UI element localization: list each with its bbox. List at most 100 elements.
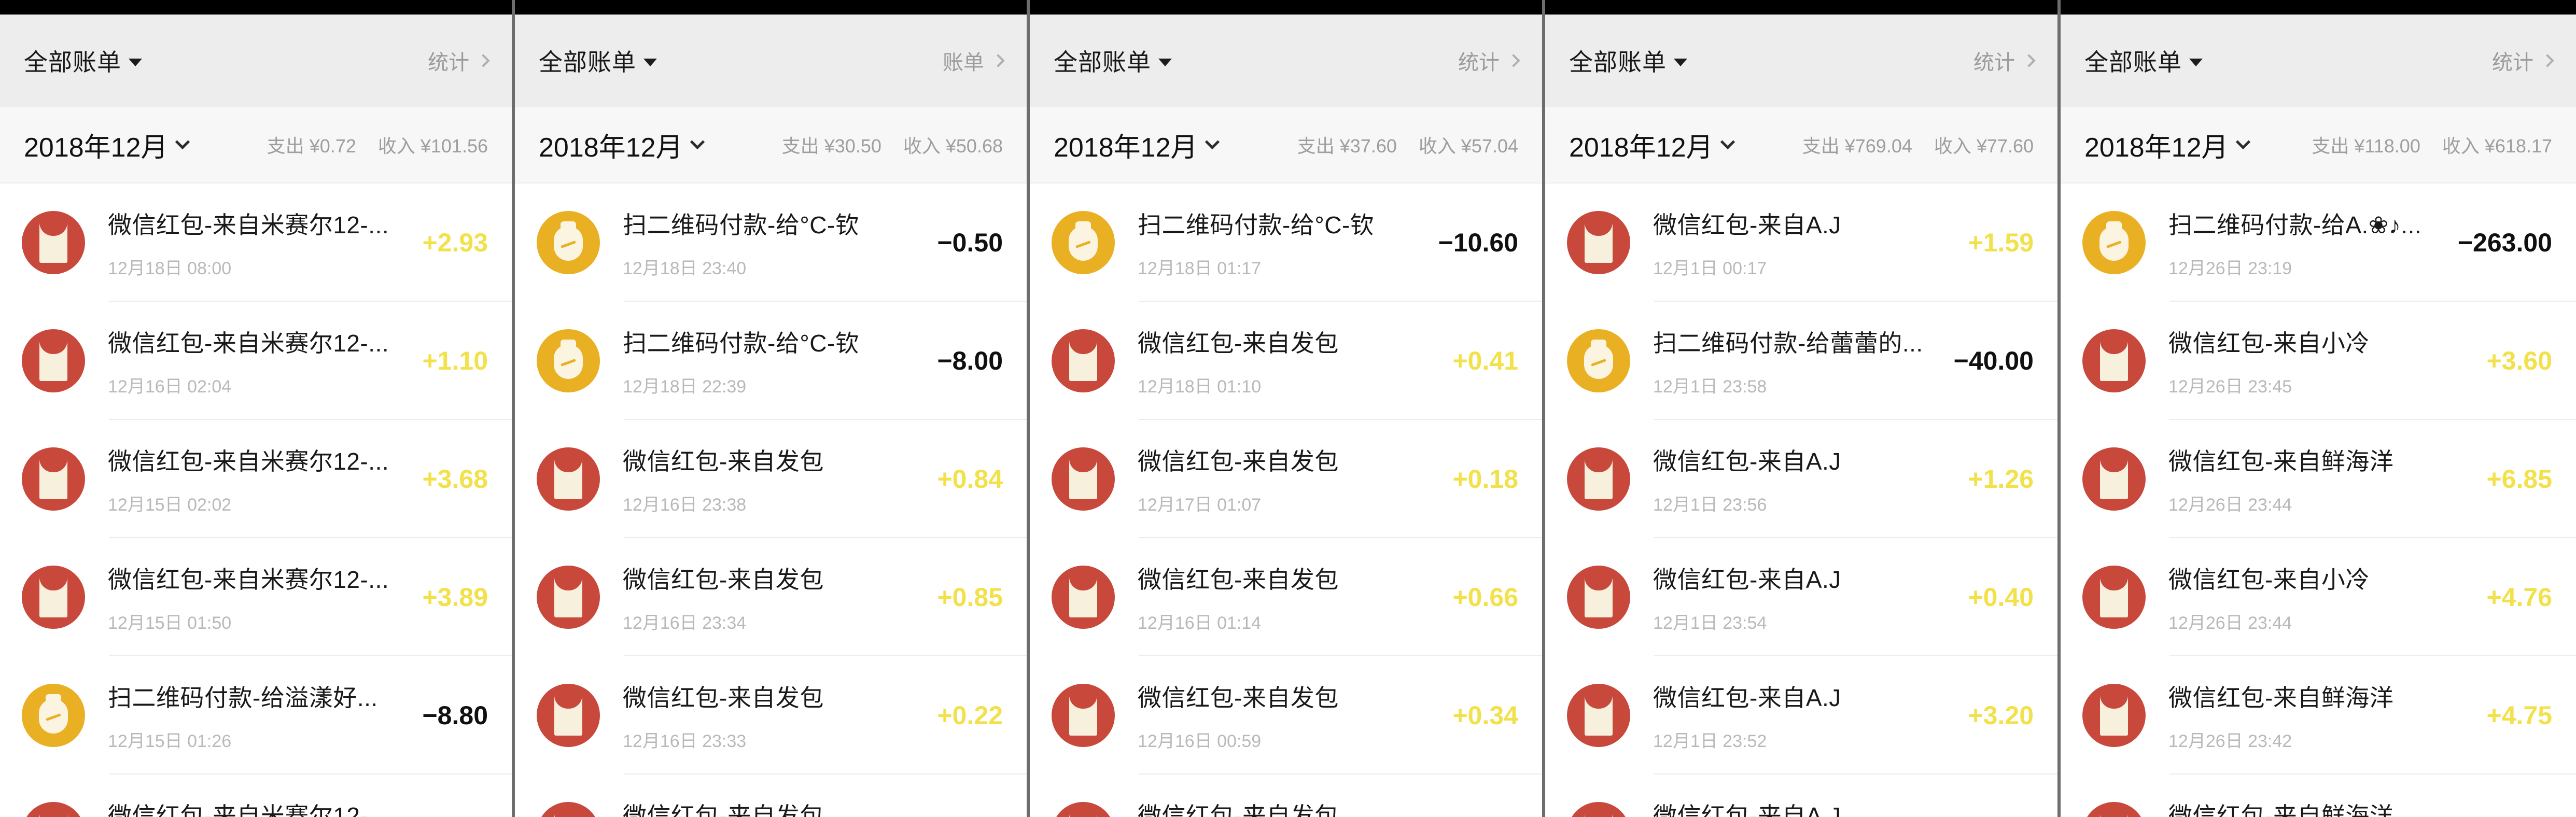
transaction-row[interactable]: 微信红包-来自小冷 12月26日 23:44 +4.76: [2061, 538, 2576, 656]
transaction-row[interactable]: 微信红包-来自A.J 12月1日 23:56 +1.26: [1545, 420, 2057, 538]
nav-header: 全部账单 账单: [515, 15, 1027, 107]
red-packet-icon: [1567, 684, 1630, 747]
stats-link[interactable]: 统计: [1458, 46, 1520, 76]
transaction-title: 微信红包-来自米赛尔12-...: [108, 211, 389, 238]
transaction-info: 微信红包-来自发包 12月16日 23:33: [623, 679, 921, 752]
stats-link[interactable]: 账单: [943, 46, 1005, 76]
transaction-info: 微信红包-来自小冷 12月26日 23:45: [2168, 325, 2471, 398]
transaction-date: 12月16日 23:38: [623, 495, 747, 515]
transaction-row[interactable]: 微信红包-来自米赛尔12-... 12月18日 08:00 +2.93: [0, 184, 512, 302]
transaction-row[interactable]: 微信红包-来自小冷 12月26日 23:45 +3.60: [2061, 302, 2576, 420]
account-filter-button[interactable]: 全部账单: [24, 44, 142, 78]
transaction-title: 扫二维码付款-给溢漾好...: [108, 684, 378, 711]
transaction-list: 微信红包-来自米赛尔12-... 12月18日 08:00 +2.93 微信红包-来自…: [0, 184, 512, 817]
transaction-title: 扫二维码付款-给蕾蕾的...: [1653, 329, 1923, 357]
stats-link-label: 统计: [1973, 51, 2015, 74]
transaction-title: 微信红包-来自发包: [623, 566, 824, 593]
transaction-title: 微信红包-来自发包: [1138, 802, 1339, 817]
month-picker[interactable]: 2018年12月: [24, 125, 190, 164]
transaction-info: 扫二维码付款-给°C-钦 12月18日 22:39: [623, 325, 921, 398]
transaction-row[interactable]: 微信红包-来自A.J 12月1日 23:52 +3.20: [1545, 656, 2057, 774]
transaction-row[interactable]: 微信红包-来自发包 12月16日 00:59 +0.34: [1030, 656, 1542, 774]
red-packet-icon: [1567, 211, 1630, 274]
account-filter-button[interactable]: 全部账单: [539, 44, 657, 78]
account-filter-label: 全部账单: [2084, 49, 2182, 76]
stats-link[interactable]: 统计: [2492, 46, 2554, 76]
chevron-down-icon: [1158, 58, 1172, 66]
transaction-date: 12月16日 02:04: [108, 376, 232, 397]
nav-header: 全部账单 统计: [0, 15, 512, 107]
account-filter-button[interactable]: 全部账单: [1054, 44, 1172, 78]
transaction-row[interactable]: 扫二维码付款-给溢漾好... 12月15日 01:26 −8.80: [0, 656, 512, 774]
transaction-row[interactable]: 扫二维码付款-给°C-钦 12月18日 22:39 −8.00: [515, 302, 1027, 420]
transaction-row[interactable]: 微信红包-来自发包 12月16日 01:14 +0.66: [1030, 538, 1542, 656]
red-packet-icon: [22, 447, 85, 511]
month-summary-row: 2018年12月 支出 ¥0.72 收入 ¥101.56: [0, 107, 512, 184]
red-packet-icon: [1567, 447, 1630, 511]
stats-link[interactable]: 统计: [1973, 46, 2036, 76]
transaction-row[interactable]: 扫二维码付款-给°C-钦 12月18日 01:17 −10.60: [1030, 184, 1542, 302]
bill-panel: 全部账单 账单 2018年12月 支出 ¥30.50 收入 ¥50.68 扫二维码付款-给…: [515, 0, 1030, 817]
month-picker[interactable]: 2018年12月: [1569, 125, 1735, 164]
red-packet-icon: [1052, 566, 1115, 629]
transaction-date: 12月15日 01:50: [108, 613, 232, 633]
transaction-row[interactable]: 微信红包-来自发包 12月17日 01:07 +0.18: [1030, 420, 1542, 538]
transaction-amount: +4.75: [2486, 701, 2552, 730]
red-packet-icon: [2082, 566, 2146, 629]
transaction-row[interactable]: 扫二维码付款-给°C-钦 12月18日 23:40 −0.50: [515, 184, 1027, 302]
transaction-row[interactable]: 微信红包-来自米赛尔12-... 12月16日 02:04 +1.10: [0, 302, 512, 420]
month-picker[interactable]: 2018年12月: [539, 125, 705, 164]
transaction-row[interactable]: 微信红包-来自A.J 12月1日 23:54 +0.40: [1545, 538, 2057, 656]
transaction-row[interactable]: 扫二维码付款-给A.❀♪... 12月26日 23:19 −263.00: [2061, 184, 2576, 302]
bill-panel: 全部账单 统计 2018年12月 支出 ¥37.60 收入 ¥57.04 扫二维码付款-给…: [1030, 0, 1545, 817]
transaction-row[interactable]: 微信红包-来自鲜海洋 12月26日 23:42 +4.75: [2061, 656, 2576, 774]
transaction-row[interactable]: 微信红包-来自发包 12月16日 23:34 +0.85: [515, 538, 1027, 656]
transaction-row[interactable]: 微信红包-来自A.J 12月1日 00:17 +1.59: [1545, 184, 2057, 302]
red-packet-icon: [537, 566, 600, 629]
month-label-text: 2018年12月: [1054, 132, 1198, 163]
red-packet-icon: [22, 211, 85, 274]
transaction-amount: −263.00: [2457, 228, 2552, 257]
chevron-right-icon: [2022, 54, 2036, 67]
nav-header: 全部账单 统计: [2061, 15, 2576, 107]
month-picker[interactable]: 2018年12月: [2084, 125, 2250, 164]
money-bag-icon: [22, 684, 85, 747]
transaction-row[interactable]: 微信红包-来自米赛尔12-... 12月15日 02:02 +3.68: [0, 420, 512, 538]
red-packet-icon: [2082, 684, 2146, 747]
transaction-row[interactable]: 微信红包-来自发包 12月18日 01:10 +0.41: [1030, 302, 1542, 420]
chevron-down-icon: [1674, 58, 1687, 66]
stats-link-label: 统计: [2492, 51, 2533, 74]
month-picker[interactable]: 2018年12月: [1054, 125, 1220, 164]
transaction-row[interactable]: 微信红包-来自米赛尔12-... 12月15日 01:50 +3.89: [0, 538, 512, 656]
transaction-row[interactable]: 微信红包-来自米赛尔12-...12月15日 01:20+5.17: [0, 774, 512, 817]
money-bag-icon: [537, 329, 600, 392]
account-filter-button[interactable]: 全部账单: [1569, 44, 1687, 78]
bill-panel: 全部账单 统计 2018年12月 支出 ¥769.04 收入 ¥77.60 微信红包-来自…: [1545, 0, 2061, 817]
transaction-row[interactable]: 微信红包-来自发包 12月16日 23:38 +0.84: [515, 420, 1027, 538]
account-filter-button[interactable]: 全部账单: [2084, 44, 2203, 78]
transaction-info: 微信红包-来自发包 12月16日 00:59: [1138, 679, 1437, 752]
bill-panel: 全部账单 统计 2018年12月 支出 ¥118.00 收入 ¥618.17 扫二维码付款…: [2061, 0, 2576, 817]
red-packet-icon: [22, 566, 85, 629]
transaction-row[interactable]: 微信红包-来自发包 12月16日 23:33 +0.22: [515, 656, 1027, 774]
month-totals: 支出 ¥37.60 收入 ¥57.04: [1297, 131, 1518, 158]
red-packet-icon: [1052, 802, 1115, 817]
transaction-row[interactable]: 微信红包-来自鲜海洋 12月26日 23:44 +6.85: [2061, 420, 2576, 538]
transaction-date: 12月26日 23:44: [2168, 495, 2292, 515]
transaction-date: 12月16日 00:59: [1138, 731, 1262, 751]
transaction-title: 微信红包-来自A.J: [1653, 684, 1841, 711]
transaction-title: 微信红包-来自发包: [1138, 566, 1339, 593]
expense-total: 支出 ¥37.60: [1297, 135, 1397, 157]
transaction-info: 微信红包-来自米赛尔12-... 12月15日 01:50: [108, 561, 407, 634]
transaction-row[interactable]: 扫二维码付款-给蕾蕾的... 12月1日 23:58 −40.00: [1545, 302, 2057, 420]
transaction-amount: −8.80: [422, 701, 488, 730]
transaction-date: 12月17日 01:07: [1138, 495, 1262, 515]
stats-link[interactable]: 统计: [428, 46, 490, 76]
chevron-right-icon: [2541, 54, 2554, 67]
